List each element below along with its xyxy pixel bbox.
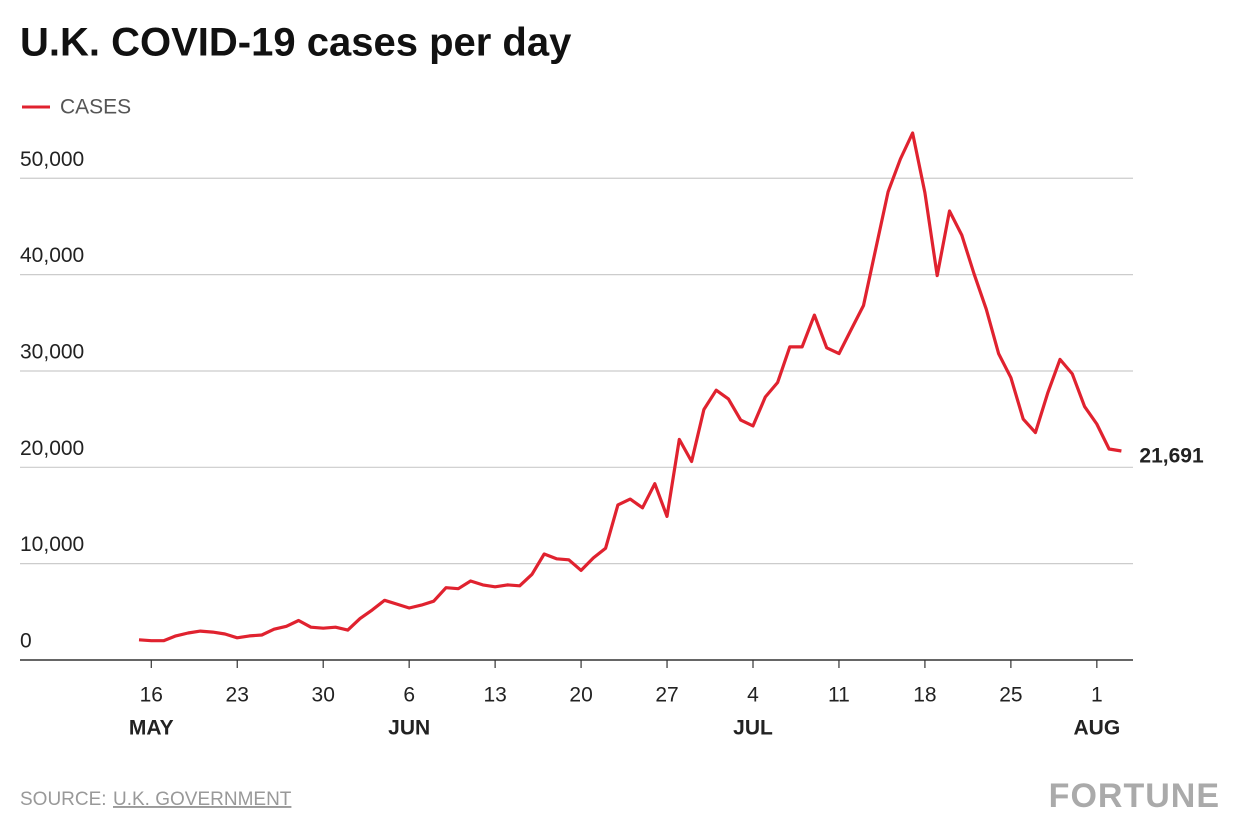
y-tick-label: 50,000	[20, 148, 84, 171]
x-tick-label: 11	[828, 684, 850, 707]
x-tick-label: 6	[403, 684, 415, 707]
x-tick-label: 27	[655, 684, 678, 707]
y-tick-label: 20,000	[20, 437, 84, 460]
x-tick-label: 20	[569, 684, 592, 707]
x-tick-label: 1	[1091, 684, 1103, 707]
x-tick-label: 16	[140, 684, 163, 707]
x-month-label: MAY	[129, 717, 174, 740]
x-tick-label: 23	[226, 684, 249, 707]
x-tick-label: 30	[312, 684, 335, 707]
value-label: 21,691	[1139, 445, 1204, 468]
line	[138, 131, 1122, 643]
logo: FORTUNE	[1049, 777, 1220, 815]
x-tick-label: 18	[913, 684, 936, 707]
y-tick-label: 10,000	[20, 533, 84, 556]
x-month-label: AUG	[1074, 717, 1121, 740]
x-tick-label: 4	[747, 684, 759, 707]
y-tick-label: 0	[20, 630, 32, 653]
y-tick-label: 40,000	[20, 244, 84, 267]
x-month-label: JUL	[733, 717, 773, 740]
chart-title: U.K. COVID-19 cases per day	[20, 21, 572, 65]
legend-label: CASES	[60, 96, 131, 119]
x-tick-label: 13	[483, 684, 506, 707]
x-tick-label: 25	[999, 684, 1022, 707]
x-month-label: JUN	[388, 717, 430, 740]
y-tick-label: 30,000	[20, 341, 84, 364]
source-label: SOURCE:	[20, 789, 107, 810]
source-link[interactable]: U.K. GOVERNMENT	[113, 789, 292, 810]
